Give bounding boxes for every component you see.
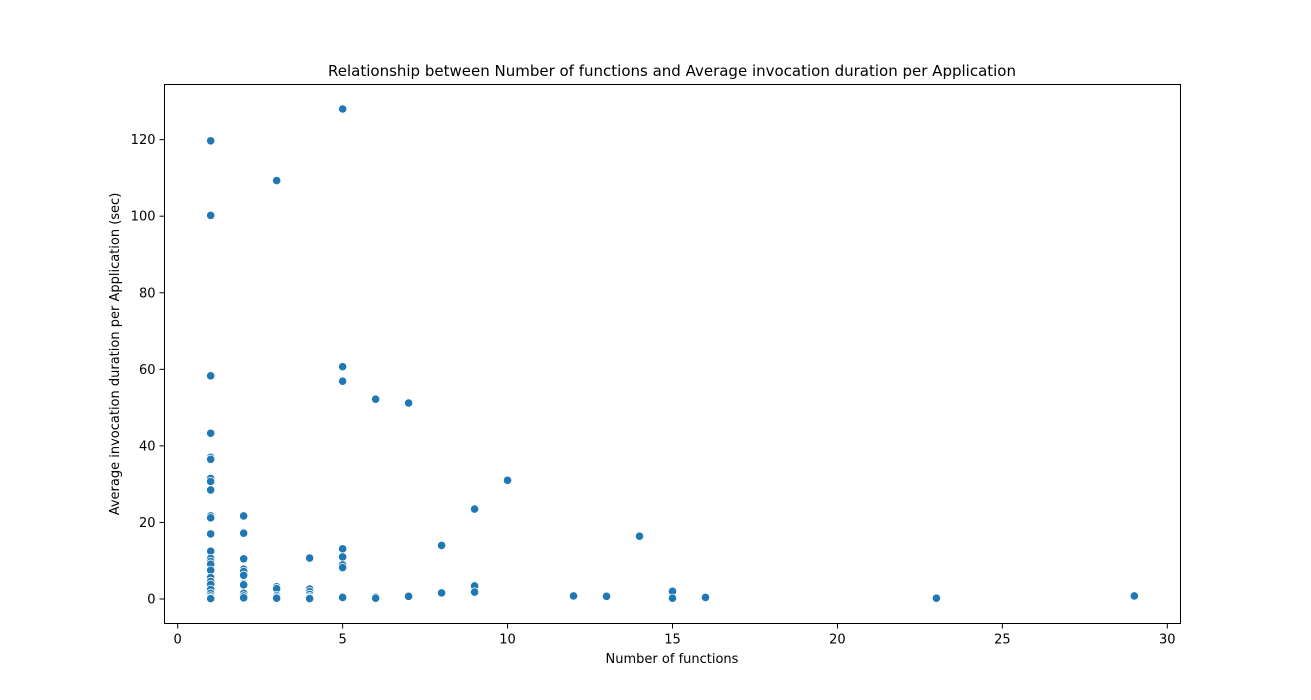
- data-point: [403, 591, 414, 601]
- data-point: [601, 591, 612, 601]
- data-point: [239, 580, 249, 590]
- data-point: [469, 504, 480, 514]
- data-point: [436, 540, 447, 551]
- data-point: [206, 210, 216, 221]
- data-point: [338, 552, 348, 562]
- x-tick-label: 10: [499, 633, 516, 648]
- y-tick-label: 100: [131, 210, 156, 225]
- data-point: [436, 588, 447, 598]
- data-point: [206, 428, 216, 438]
- data-point: [568, 591, 579, 601]
- data-point: [338, 563, 348, 573]
- x-tick-label: 25: [994, 633, 1011, 648]
- x-tick-label: 15: [664, 633, 681, 648]
- data-point: [338, 376, 348, 386]
- y-tick-label: 20: [139, 516, 156, 531]
- data-point: [305, 594, 315, 604]
- data-point: [206, 476, 216, 487]
- data-point: [371, 593, 381, 603]
- y-tick-label: 0: [147, 593, 155, 608]
- x-tick-label: 20: [829, 633, 846, 648]
- data-point: [239, 570, 249, 580]
- data-point: [502, 475, 513, 485]
- y-tick-label: 40: [139, 439, 156, 454]
- data-point: [206, 594, 216, 604]
- data-point: [338, 104, 348, 114]
- data-point: [338, 592, 348, 603]
- data-point: [239, 511, 249, 521]
- x-tick-label: 0: [174, 633, 182, 648]
- data-point: [667, 593, 678, 603]
- y-tick-label: 120: [131, 133, 156, 148]
- x-tick-label: 5: [338, 633, 346, 648]
- x-tick-label: 30: [1159, 633, 1176, 648]
- data-point: [469, 587, 480, 597]
- y-tick-label: 60: [139, 363, 156, 378]
- data-point: [206, 513, 216, 523]
- x-axis-ticks: 0 5 10 15 20 25 30: [174, 623, 1176, 648]
- y-axis-label: Average invocation duration per Applicat…: [108, 193, 123, 516]
- x-axis-label: Number of functions: [606, 652, 739, 667]
- data-point: [272, 175, 282, 186]
- data-point: [206, 136, 216, 146]
- data-point: [371, 394, 381, 404]
- data-point: [206, 371, 216, 381]
- data-point: [338, 544, 348, 554]
- y-tick-label: 80: [139, 286, 156, 301]
- data-point: [206, 529, 216, 539]
- data-point: [338, 362, 348, 372]
- data-point: [634, 531, 645, 541]
- data-point: [305, 553, 315, 563]
- data-point: [206, 485, 216, 495]
- data-point: [206, 454, 216, 464]
- chart-title: Relationship between Number of functions…: [328, 62, 1016, 80]
- data-point: [239, 528, 249, 538]
- plot-area: [164, 84, 1181, 624]
- data-point: [239, 554, 249, 564]
- data-point: [700, 592, 711, 603]
- data-point: [1129, 591, 1139, 601]
- data-point: [239, 593, 249, 603]
- data-points: [206, 104, 1139, 604]
- data-point: [272, 593, 282, 603]
- data-point: [931, 593, 942, 603]
- y-axis-ticks: 0 20 40 60 80 100 120: [131, 133, 165, 608]
- data-point: [403, 398, 414, 408]
